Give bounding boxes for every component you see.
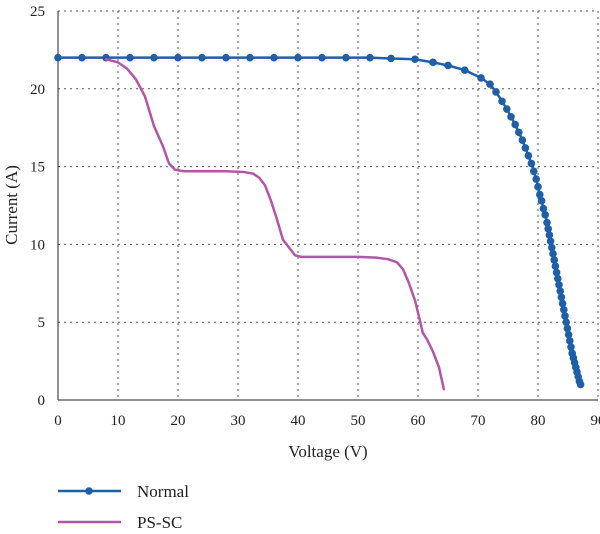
data-point-normal	[555, 281, 563, 289]
data-point-normal	[444, 61, 452, 70]
data-point-normal	[270, 53, 278, 62]
data-point-normal	[461, 66, 469, 74]
data-point-normal	[561, 312, 569, 320]
data-point-normal	[532, 175, 540, 183]
legend-item-normal[interactable]: Normal	[58, 482, 189, 501]
data-point-normal	[511, 120, 519, 129]
data-point-normal	[562, 318, 570, 327]
x-tick-label: 0	[54, 413, 62, 429]
y-tick-label: 5	[38, 315, 46, 331]
x-tick-label: 60	[411, 413, 426, 429]
x-tick-label: 90	[591, 413, 600, 429]
data-point-normal	[527, 159, 536, 168]
legend: Normal PS-SC	[58, 482, 189, 532]
data-point-normal	[498, 97, 506, 106]
x-tick-label: 30	[231, 413, 246, 429]
data-point-normal	[537, 197, 546, 205]
legend-item-ps-sc[interactable]: PS-SC	[58, 513, 182, 532]
x-tick-label: 10	[111, 413, 126, 429]
data-point-normal	[411, 55, 419, 64]
series-ps-sc	[104, 57, 446, 391]
data-point-normal	[429, 58, 437, 67]
y-tick-label: 25	[30, 4, 45, 20]
y-tick-label: 20	[30, 82, 45, 98]
data-point-normal	[551, 262, 560, 270]
series-line-normal	[56, 56, 582, 386]
data-point-normal	[552, 268, 561, 277]
data-point-normal	[546, 237, 555, 246]
series-line-ps-sc	[104, 57, 446, 391]
data-point-normal	[539, 204, 548, 213]
data-point-normal	[563, 324, 572, 333]
grid	[58, 10, 599, 400]
data-point-normal	[541, 211, 549, 219]
x-tick-label: 40	[291, 413, 306, 429]
data-point-normal	[150, 53, 158, 62]
x-tick-labels: 0 10 20 30 40 50 60 70 80 90	[54, 413, 600, 429]
x-axis-title: Voltage (V)	[288, 442, 367, 461]
data-point-normal	[567, 343, 575, 351]
x-tick-label: 70	[471, 413, 486, 429]
data-point-normal	[126, 53, 134, 62]
data-point-normal	[507, 113, 515, 121]
data-point-normal	[477, 74, 485, 82]
data-point-normal	[521, 144, 530, 152]
data-point-normal	[198, 53, 206, 62]
data-point-normal	[518, 136, 527, 144]
data-point-normal	[524, 151, 533, 160]
data-point-normal	[492, 88, 500, 96]
legend-marker-normal	[85, 487, 93, 495]
legend-label-normal: Normal	[137, 482, 189, 501]
y-axis-title: Current (A)	[2, 165, 21, 245]
series-normal	[54, 53, 585, 389]
x-tick-label: 50	[351, 413, 366, 429]
data-point-normal	[566, 337, 574, 345]
x-tick-label: 80	[531, 413, 546, 429]
data-point-normal	[387, 54, 395, 63]
data-point-normal	[515, 128, 523, 137]
data-point-normal	[342, 53, 350, 62]
data-point-normal	[550, 256, 558, 264]
data-point-normal	[564, 330, 573, 339]
x-tick-label: 20	[171, 413, 186, 429]
data-point-normal	[246, 53, 254, 62]
data-point-normal	[366, 53, 374, 62]
data-point-normal	[543, 218, 551, 227]
data-point-normal	[560, 305, 568, 314]
data-point-normal	[556, 287, 564, 295]
data-point-normal	[222, 53, 230, 62]
data-point-normal	[536, 190, 544, 199]
legend-label-ps-sc: PS-SC	[137, 513, 182, 532]
data-point-normal	[534, 183, 542, 191]
data-point-normal	[78, 53, 86, 62]
y-tick-label: 15	[30, 160, 45, 176]
y-tick-label: 0	[38, 393, 46, 409]
data-point-normal	[557, 293, 566, 302]
series	[54, 53, 585, 391]
data-point-normal	[558, 299, 567, 308]
data-point-normal	[503, 105, 511, 113]
axes	[57, 11, 598, 401]
data-point-normal	[54, 53, 62, 62]
y-tick-label: 10	[30, 237, 45, 253]
data-point-normal	[486, 80, 494, 88]
data-point-normal	[174, 53, 182, 62]
data-point-normal	[318, 53, 326, 62]
data-point-normal	[554, 274, 562, 283]
data-point-normal	[544, 225, 552, 233]
data-point-normal	[576, 380, 585, 389]
data-point-normal	[530, 167, 538, 176]
data-point-normal	[294, 53, 302, 62]
data-point-normal	[549, 249, 557, 258]
data-point-normal	[545, 231, 554, 239]
y-tick-labels: 0 5 10 15 20 25	[30, 4, 45, 409]
data-point-normal	[548, 243, 556, 252]
